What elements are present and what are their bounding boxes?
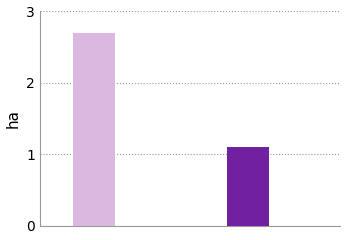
Y-axis label: ha: ha [6,109,20,128]
Bar [73,33,115,226]
Bar [227,147,269,226]
